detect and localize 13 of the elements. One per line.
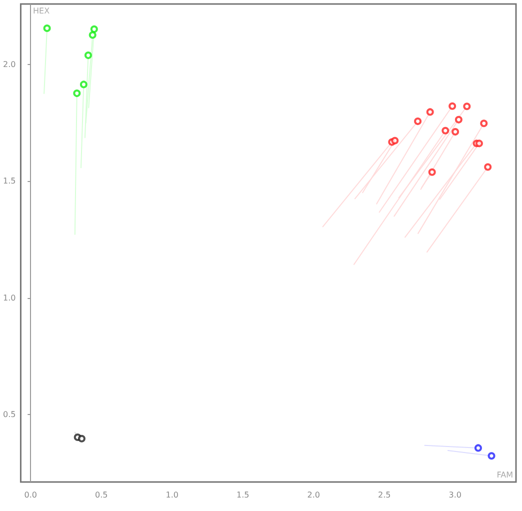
x-tick-label: 2.0 [307, 490, 320, 500]
x-tick-label: 0.0 [24, 490, 37, 500]
x-axis-title: FAM [496, 470, 514, 480]
x-tick-label: 2.5 [378, 490, 391, 500]
y-tick-label: 0.5 [2, 410, 16, 419]
y-tick-label: 2.0 [2, 60, 16, 70]
x-tick-label: 1.0 [166, 490, 179, 500]
x-tick-label: 0.5 [95, 490, 108, 500]
y-tick-label: 1.5 [2, 176, 16, 186]
y-tick-label: 1.0 [2, 293, 16, 302]
x-tick-label: 1.5 [236, 490, 250, 500]
y-axis-title: HEX [33, 6, 50, 16]
x-tick-label: 3.0 [448, 490, 462, 500]
